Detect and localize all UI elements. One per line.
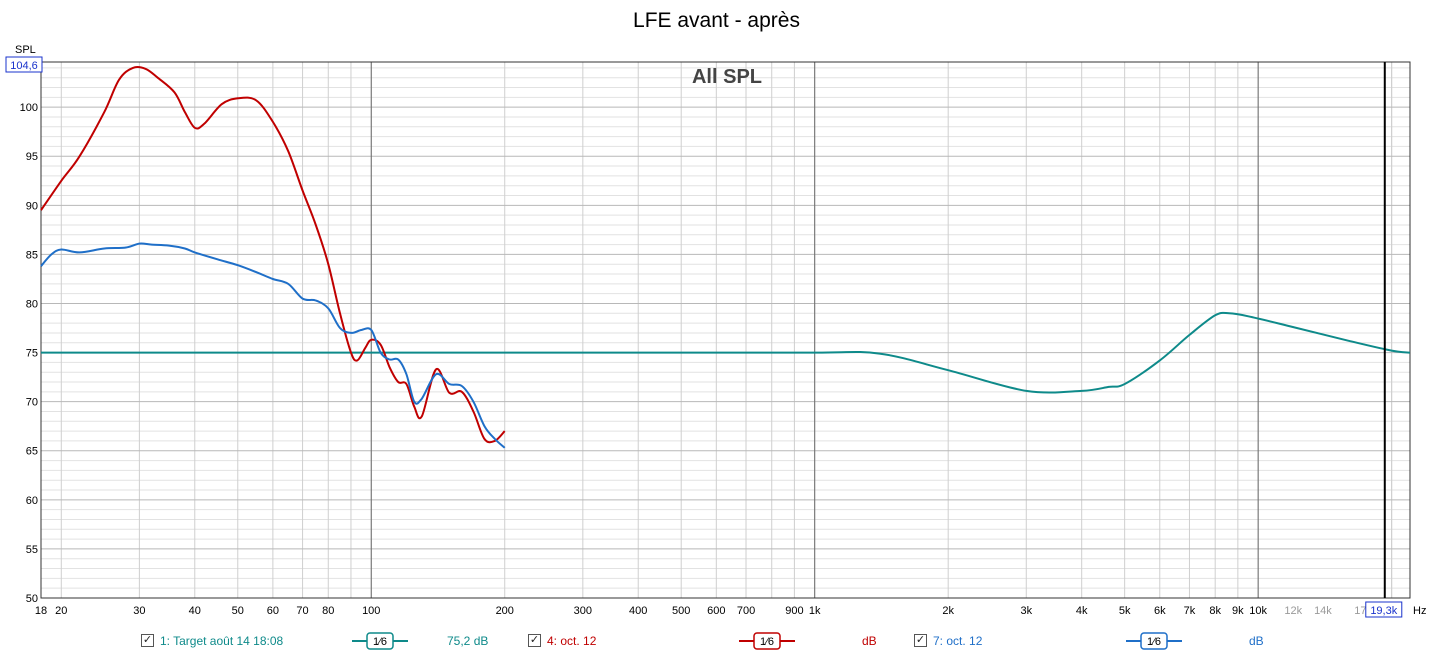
legend-checkbox-oct12-red[interactable]: ✓ <box>528 634 541 647</box>
x-cursor-label: 19,3k <box>1370 605 1397 617</box>
y-tick-label: 85 <box>26 249 38 261</box>
y-tick-label: 80 <box>26 298 38 310</box>
spl-chart[interactable]: SPL 104,6 100 95 90 85 80 75 70 65 60 55 50 18 20 30… <box>0 0 1433 630</box>
x-tick-label: 700 <box>737 605 755 617</box>
x-tick-label: 9k <box>1232 605 1244 617</box>
x-tick-label: 8k <box>1209 605 1221 617</box>
x-tick-label: 200 <box>496 605 514 617</box>
legend-checkbox-oct12-blue[interactable]: ✓ <box>914 634 927 647</box>
chart-title: LFE avant - après <box>633 9 800 32</box>
x-tick-labels: 18 20 30 40 50 60 70 80 100 200 300 400 500 600 700 900… <box>35 605 1367 617</box>
x-tick-label: 600 <box>707 605 725 617</box>
x-tick-label: 17 <box>1354 605 1366 617</box>
series-line-1 <box>41 311 1411 394</box>
x-tick-label: 70 <box>296 605 308 617</box>
y-max-label: 104,6 <box>10 60 38 72</box>
smoothing-label-target: 1⁄6 <box>373 636 387 648</box>
x-tick-label: 7k <box>1184 605 1196 617</box>
plot-frame <box>40 61 1411 599</box>
x-tick-label: 5k <box>1119 605 1131 617</box>
x-tick-label: 12k <box>1284 605 1302 617</box>
smoothing-button-oct12-red[interactable]: 1⁄6 <box>737 632 797 650</box>
legend-value-oct12-blue: dB <box>1249 634 1264 648</box>
series-line-2 <box>40 65 506 444</box>
x-tick-label: 900 <box>785 605 803 617</box>
legend-checkbox-target[interactable]: ✓ <box>141 634 154 647</box>
legend-value-target: 75,2 dB <box>447 634 489 648</box>
y-tick-labels: 100 95 90 85 80 75 70 65 60 55 50 <box>20 102 38 605</box>
legend-label-oct12-red: 4: oct. 12 <box>547 634 597 648</box>
x-tick-label: 20 <box>55 605 67 617</box>
series-line-3 <box>40 242 506 449</box>
y-tick-label: 50 <box>26 593 38 605</box>
y-tick-label: 60 <box>26 495 38 507</box>
x-tick-label: 500 <box>672 605 690 617</box>
legend-value-oct12-red: dB <box>862 634 877 648</box>
smoothing-button-oct12-blue[interactable]: 1⁄6 <box>1124 632 1184 650</box>
y-tick-label: 90 <box>26 200 38 212</box>
x-tick-label: 40 <box>189 605 201 617</box>
y-axis-label: SPL <box>15 44 36 56</box>
x-tick-label: 30 <box>133 605 145 617</box>
smoothing-button-target[interactable]: 1⁄6 <box>350 632 410 650</box>
major-grid <box>41 62 1410 599</box>
y-tick-label: 65 <box>26 446 38 458</box>
x-tick-label: 400 <box>629 605 647 617</box>
x-tick-label: 18 <box>35 605 47 617</box>
legend-label-oct12-blue: 7: oct. 12 <box>933 634 983 648</box>
x-tick-label: 10k <box>1249 605 1267 617</box>
x-tick-label: 1k <box>809 605 821 617</box>
x-tick-label: 80 <box>322 605 334 617</box>
x-tick-label: 2k <box>942 605 954 617</box>
y-tick-label: 55 <box>26 544 38 556</box>
x-tick-label: 6k <box>1154 605 1166 617</box>
y-max-readout[interactable]: 104,6 <box>5 56 43 73</box>
y-tick-label: 95 <box>26 151 38 163</box>
y-tick-label: 100 <box>20 102 38 114</box>
legend-item-target: ✓ 1: Target août 14 18:08 1⁄6 75,2 dB ✓ … <box>0 632 1433 650</box>
x-tick-label: 300 <box>574 605 592 617</box>
legend-label-target: 1: Target août 14 18:08 <box>160 634 284 648</box>
x-tick-label: 60 <box>267 605 279 617</box>
x-tick-label: 4k <box>1076 605 1088 617</box>
smoothing-label-oct12-red: 1⁄6 <box>760 636 774 648</box>
all-spl-label: All SPL <box>692 66 762 88</box>
x-tick-label: 3k <box>1020 605 1032 617</box>
minor-grid <box>41 62 1410 598</box>
x-tick-label: 100 <box>362 605 380 617</box>
y-tick-label: 75 <box>26 348 38 360</box>
series-layer <box>40 65 1411 449</box>
x-tick-label: 50 <box>232 605 244 617</box>
y-tick-label: 70 <box>26 397 38 409</box>
x-tick-label: 14k <box>1314 605 1332 617</box>
smoothing-label-oct12-blue: 1⁄6 <box>1147 636 1161 648</box>
x-axis-unit: Hz <box>1413 605 1426 617</box>
x-cursor-readout[interactable]: 19,3k <box>1365 601 1403 618</box>
